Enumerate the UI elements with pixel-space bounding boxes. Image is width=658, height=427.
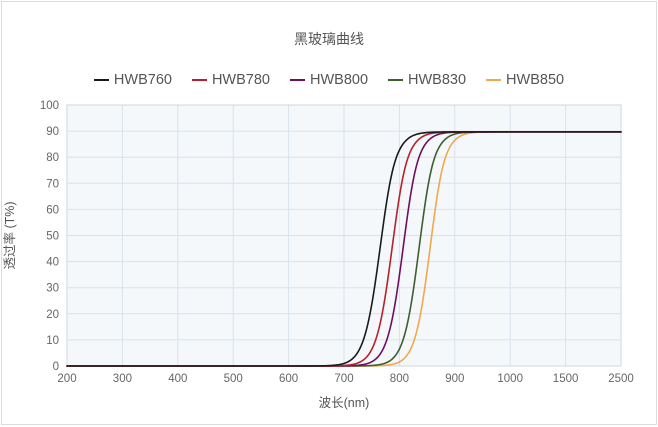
svg-text:900: 900 [445,373,464,385]
svg-text:600: 600 [279,373,298,385]
svg-text:90: 90 [46,126,59,138]
svg-text:70: 70 [46,178,59,190]
svg-text:10: 10 [46,335,59,347]
svg-text:700: 700 [334,373,353,385]
svg-text:200: 200 [57,373,76,385]
svg-text:300: 300 [113,373,132,385]
svg-text:0: 0 [53,361,59,373]
svg-text:2500: 2500 [608,373,634,385]
svg-text:800: 800 [390,373,409,385]
svg-text:透过率 (T%): 透过率 (T%) [2,201,17,269]
svg-text:400: 400 [168,373,187,385]
svg-text:30: 30 [46,283,59,295]
svg-text:1000: 1000 [497,373,523,385]
svg-text:100: 100 [40,100,59,112]
svg-text:500: 500 [224,373,243,385]
svg-text:波长(nm): 波长(nm) [319,396,370,410]
svg-text:60: 60 [46,204,59,216]
svg-text:20: 20 [46,309,59,321]
svg-text:1500: 1500 [553,373,579,385]
svg-text:40: 40 [46,257,59,269]
svg-text:50: 50 [46,231,59,243]
svg-text:80: 80 [46,152,59,164]
